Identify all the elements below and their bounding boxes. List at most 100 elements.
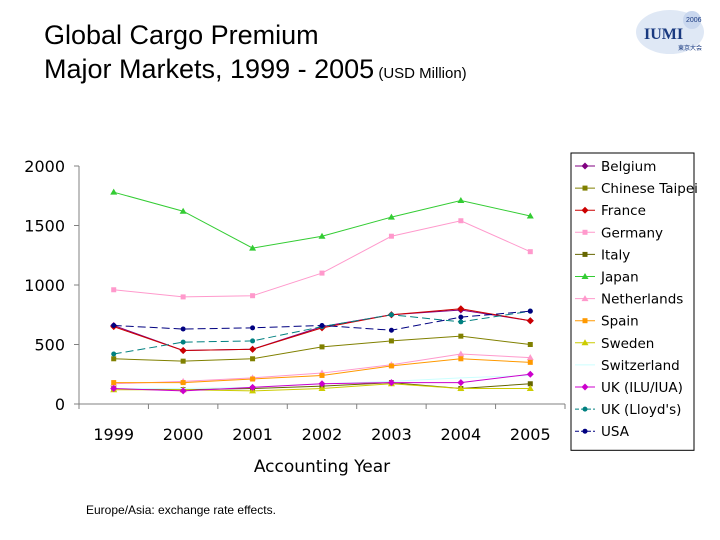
series-uk-ilu-iua bbox=[110, 370, 534, 395]
iumi-logo: 2006 IUMI 東京大会 bbox=[636, 10, 704, 54]
legend-label: USA bbox=[601, 424, 630, 440]
data-point bbox=[318, 232, 326, 239]
data-point bbox=[527, 308, 533, 314]
legend-label: Germany bbox=[601, 225, 663, 241]
x-tick-label: 1999 bbox=[93, 425, 134, 444]
title-line-1: Global Cargo Premium bbox=[44, 20, 319, 50]
legend-entry: Germany bbox=[575, 225, 663, 241]
data-point bbox=[526, 354, 534, 361]
legend-entry: Italy bbox=[575, 247, 630, 263]
data-point bbox=[581, 273, 589, 279]
data-point bbox=[110, 188, 118, 195]
legend-label: Belgium bbox=[601, 159, 656, 175]
legend-entry: Sweden bbox=[575, 336, 654, 352]
data-point bbox=[319, 372, 325, 378]
data-point bbox=[250, 356, 256, 362]
logo-year: 2006 bbox=[686, 17, 702, 24]
data-point bbox=[457, 350, 465, 357]
data-point bbox=[179, 346, 187, 354]
data-point bbox=[180, 294, 186, 300]
data-point bbox=[581, 295, 589, 302]
series-chinese-taipei bbox=[111, 333, 533, 364]
data-point bbox=[581, 206, 589, 214]
legend-label: Japan bbox=[600, 270, 639, 286]
slide-title: Global Cargo Premium Major Markets, 1999… bbox=[44, 18, 467, 91]
data-point bbox=[581, 383, 589, 391]
data-point bbox=[388, 233, 394, 239]
legend-entry: France bbox=[575, 203, 646, 219]
legend-entry: Netherlands bbox=[575, 292, 683, 308]
data-point bbox=[526, 385, 534, 392]
data-point bbox=[457, 379, 465, 387]
data-point bbox=[180, 339, 186, 345]
data-point bbox=[110, 385, 118, 393]
legend-box bbox=[570, 152, 695, 451]
data-point bbox=[526, 212, 534, 219]
legend-label: Switzerland bbox=[601, 358, 680, 374]
data-point bbox=[250, 293, 256, 299]
data-point bbox=[250, 376, 256, 382]
legend-entry: Spain bbox=[575, 314, 639, 330]
data-point bbox=[527, 381, 533, 387]
series-japan bbox=[110, 188, 534, 251]
data-point bbox=[458, 319, 464, 325]
data-point bbox=[111, 287, 117, 293]
data-point bbox=[179, 387, 187, 395]
data-point bbox=[318, 385, 326, 392]
data-point bbox=[250, 338, 256, 344]
data-point bbox=[582, 185, 588, 191]
data-point bbox=[527, 249, 533, 255]
data-point bbox=[582, 251, 588, 257]
data-point bbox=[458, 218, 464, 224]
chart-axes: 0 500 1000 1500 2000 1999 2000 2001 2002 2003 2004… bbox=[24, 157, 566, 477]
legend-entry: Belgium bbox=[575, 159, 656, 175]
x-tick-label: 2003 bbox=[371, 425, 412, 444]
data-point bbox=[581, 339, 589, 346]
legend-entry: Switzerland bbox=[575, 358, 680, 374]
y-tick-label: 2000 bbox=[24, 157, 65, 176]
data-point bbox=[526, 370, 534, 378]
data-point bbox=[582, 406, 588, 412]
footnote: Europe/Asia: exchange rate effects. bbox=[86, 503, 276, 517]
series-spain bbox=[111, 356, 533, 386]
y-tick-label: 1500 bbox=[24, 217, 65, 236]
series-layer bbox=[110, 188, 534, 395]
legend-label: Italy bbox=[601, 247, 630, 263]
legend-label: UK (Lloyd's) bbox=[601, 402, 681, 418]
data-point bbox=[180, 380, 186, 386]
data-point bbox=[527, 342, 533, 347]
data-point bbox=[457, 385, 465, 392]
series-line bbox=[113, 353, 531, 385]
legend-label: Sweden bbox=[601, 336, 654, 352]
x-axis-title: Accounting Year bbox=[254, 457, 390, 477]
y-tick-label: 0 bbox=[55, 395, 65, 414]
data-point bbox=[526, 317, 534, 325]
data-point bbox=[582, 428, 588, 434]
y-tick-label: 500 bbox=[34, 336, 65, 355]
data-point bbox=[388, 338, 394, 344]
data-point bbox=[319, 270, 325, 276]
data-point bbox=[582, 229, 588, 235]
data-point bbox=[387, 379, 395, 387]
data-point bbox=[111, 380, 117, 386]
data-point bbox=[388, 363, 394, 369]
data-point bbox=[250, 325, 256, 331]
x-tick-label: 2000 bbox=[163, 425, 204, 444]
legend-label: UK (ILU/IUA) bbox=[601, 380, 683, 396]
data-point bbox=[111, 322, 117, 328]
data-point bbox=[249, 345, 257, 353]
series-usa bbox=[111, 308, 533, 333]
logo-tagline: 東京大会 bbox=[678, 44, 702, 52]
logo-name: IUMI bbox=[644, 26, 683, 43]
data-point bbox=[111, 351, 117, 357]
data-point bbox=[111, 356, 117, 362]
legend-label: Spain bbox=[601, 314, 639, 330]
series-line bbox=[113, 220, 531, 298]
legend-entry: UK (ILU/IUA) bbox=[575, 380, 683, 396]
title-line-2: Major Markets, 1999 - 2005 (USD Million) bbox=[44, 52, 467, 91]
x-tick-label: 2004 bbox=[440, 425, 481, 444]
x-tick-label: 2005 bbox=[510, 425, 551, 444]
data-point bbox=[180, 326, 186, 332]
data-point bbox=[457, 197, 465, 204]
